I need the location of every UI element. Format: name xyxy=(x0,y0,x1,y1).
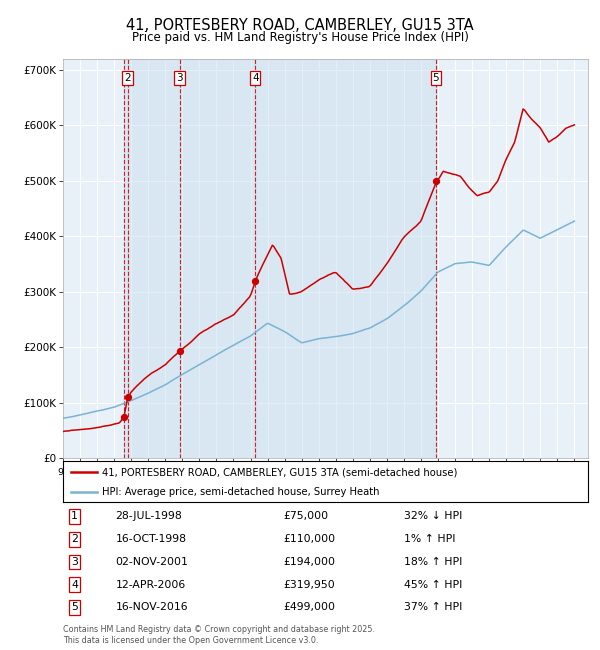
Bar xyxy=(179,58,255,458)
Text: 2: 2 xyxy=(124,73,131,83)
Text: 5: 5 xyxy=(71,603,78,612)
Text: 12: 12 xyxy=(347,479,359,488)
Text: 18% ↑ HPI: 18% ↑ HPI xyxy=(404,557,463,567)
Text: 19: 19 xyxy=(466,468,478,477)
Text: 06: 06 xyxy=(245,479,257,488)
Text: 11: 11 xyxy=(330,468,342,477)
Text: 41, PORTESBERY ROAD, CAMBERLEY, GU15 3TA (semi-detached house): 41, PORTESBERY ROAD, CAMBERLEY, GU15 3TA… xyxy=(103,467,458,477)
Text: 24: 24 xyxy=(551,479,563,488)
Text: 16-OCT-1998: 16-OCT-1998 xyxy=(115,534,187,544)
Text: 5: 5 xyxy=(433,73,439,83)
Point xyxy=(175,345,184,356)
Text: 14: 14 xyxy=(381,479,393,488)
Text: 15: 15 xyxy=(398,468,410,477)
Text: 04: 04 xyxy=(211,479,223,488)
Text: 28-JUL-1998: 28-JUL-1998 xyxy=(115,512,182,521)
Text: 00: 00 xyxy=(142,479,154,488)
Text: 37% ↑ HPI: 37% ↑ HPI xyxy=(404,603,463,612)
Text: 16: 16 xyxy=(415,479,427,488)
Point xyxy=(119,411,128,422)
Text: 3: 3 xyxy=(71,557,78,567)
Text: £194,000: £194,000 xyxy=(284,557,335,567)
Text: 41, PORTESBERY ROAD, CAMBERLEY, GU15 3TA: 41, PORTESBERY ROAD, CAMBERLEY, GU15 3TA xyxy=(126,18,474,33)
Text: 01: 01 xyxy=(159,468,171,477)
Point xyxy=(431,176,441,187)
Text: 97: 97 xyxy=(91,468,103,477)
Text: 07: 07 xyxy=(262,468,274,477)
Text: 45% ↑ HPI: 45% ↑ HPI xyxy=(404,580,463,590)
Text: 3: 3 xyxy=(176,73,183,83)
Text: 25: 25 xyxy=(568,468,580,477)
Text: 4: 4 xyxy=(252,73,259,83)
Text: 09: 09 xyxy=(296,468,308,477)
Text: 1% ↑ HPI: 1% ↑ HPI xyxy=(404,534,456,544)
Text: HPI: Average price, semi-detached house, Surrey Heath: HPI: Average price, semi-detached house,… xyxy=(103,487,380,497)
Text: £110,000: £110,000 xyxy=(284,534,335,544)
Text: 16-NOV-2016: 16-NOV-2016 xyxy=(115,603,188,612)
Text: £75,000: £75,000 xyxy=(284,512,329,521)
Text: 21: 21 xyxy=(500,468,512,477)
Bar xyxy=(128,58,179,458)
Text: 23: 23 xyxy=(534,468,547,477)
Text: 22: 22 xyxy=(517,479,529,488)
Text: 1: 1 xyxy=(71,512,78,521)
Text: 10: 10 xyxy=(313,479,325,488)
Point xyxy=(250,276,260,286)
Text: 12-APR-2006: 12-APR-2006 xyxy=(115,580,186,590)
Text: Contains HM Land Registry data © Crown copyright and database right 2025.
This d: Contains HM Land Registry data © Crown c… xyxy=(63,625,375,645)
Text: 02: 02 xyxy=(176,479,188,488)
Text: 95: 95 xyxy=(57,468,69,477)
Text: 4: 4 xyxy=(71,580,78,590)
Text: 03: 03 xyxy=(193,468,205,477)
Text: £319,950: £319,950 xyxy=(284,580,335,590)
Text: 20: 20 xyxy=(483,479,495,488)
Point xyxy=(123,392,133,402)
Text: 02-NOV-2001: 02-NOV-2001 xyxy=(115,557,188,567)
Text: Price paid vs. HM Land Registry's House Price Index (HPI): Price paid vs. HM Land Registry's House … xyxy=(131,31,469,44)
Text: 96: 96 xyxy=(74,479,86,488)
Text: 08: 08 xyxy=(278,479,290,488)
Text: 98: 98 xyxy=(108,479,120,488)
Text: 2: 2 xyxy=(71,534,78,544)
Text: 18: 18 xyxy=(449,479,461,488)
Text: 17: 17 xyxy=(432,468,444,477)
Text: £499,000: £499,000 xyxy=(284,603,335,612)
Text: 99: 99 xyxy=(125,468,137,477)
Bar xyxy=(255,58,436,458)
Text: 32% ↓ HPI: 32% ↓ HPI xyxy=(404,512,463,521)
Text: 13: 13 xyxy=(364,468,376,477)
Text: 05: 05 xyxy=(227,468,239,477)
Bar xyxy=(124,58,128,458)
